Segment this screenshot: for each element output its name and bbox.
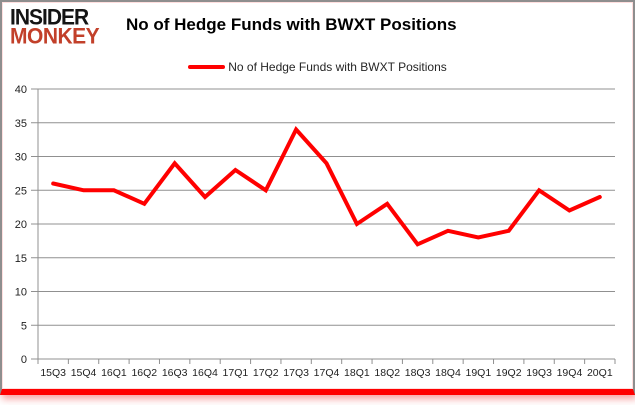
- y-tick-label: 25: [15, 185, 27, 197]
- x-tick-label: 17Q2: [253, 367, 279, 379]
- x-tick-label: 16Q3: [162, 367, 188, 379]
- y-tick-label: 30: [15, 152, 27, 164]
- y-tick-label: 5: [21, 320, 27, 332]
- series-line: [51, 125, 602, 247]
- x-tick-label: 19Q3: [526, 367, 552, 379]
- x-tick-label: 17Q1: [223, 367, 249, 379]
- y-tick-label: 0: [21, 354, 27, 366]
- legend: No of Hedge Funds with BWXT Positions: [2, 60, 633, 74]
- x-tick-label: 18Q2: [374, 367, 400, 379]
- x-tick-label: 18Q1: [344, 367, 370, 379]
- x-tick-label: 17Q4: [314, 367, 340, 379]
- legend-label: No of Hedge Funds with BWXT Positions: [228, 60, 447, 74]
- insider-monkey-logo: INSIDER MONKEY: [10, 5, 100, 49]
- x-tick-label: 19Q4: [557, 367, 583, 379]
- legend-line-swatch: [188, 65, 226, 69]
- line-chart: 0 5 10 15 20 25 30 35 40 15Q3 15Q4 16Q1 16Q2 16Q3 16Q4…: [15, 84, 616, 379]
- y-tick-label: 15: [15, 253, 27, 265]
- x-tick-label: 16Q1: [101, 367, 127, 379]
- x-tick-label: 18Q4: [435, 367, 461, 379]
- x-tick-label: 17Q3: [283, 367, 309, 379]
- x-tick-label: 19Q1: [465, 367, 491, 379]
- x-tick-label: 15Q3: [40, 367, 66, 379]
- x-tick-label: 18Q3: [405, 367, 431, 379]
- x-tick-label: 16Q2: [131, 367, 157, 379]
- logo-line-monkey: MONKEY: [10, 24, 100, 49]
- x-tick-label: 20Q1: [587, 367, 613, 379]
- x-tick-label: 19Q2: [496, 367, 522, 379]
- y-tick-label: 35: [15, 118, 27, 130]
- chart-card: INSIDER MONKEY No of Hedge Funds with BW…: [0, 0, 635, 395]
- logo-line-insider: INSIDER: [10, 5, 89, 30]
- y-tick-label: 40: [15, 84, 27, 96]
- x-tick-label: 16Q4: [192, 367, 218, 379]
- x-tick-label: 15Q4: [71, 367, 97, 379]
- y-tick-label: 20: [15, 219, 27, 231]
- y-tick-label: 10: [15, 287, 27, 299]
- chart-title: No of Hedge Funds with BWXT Positions: [126, 15, 457, 34]
